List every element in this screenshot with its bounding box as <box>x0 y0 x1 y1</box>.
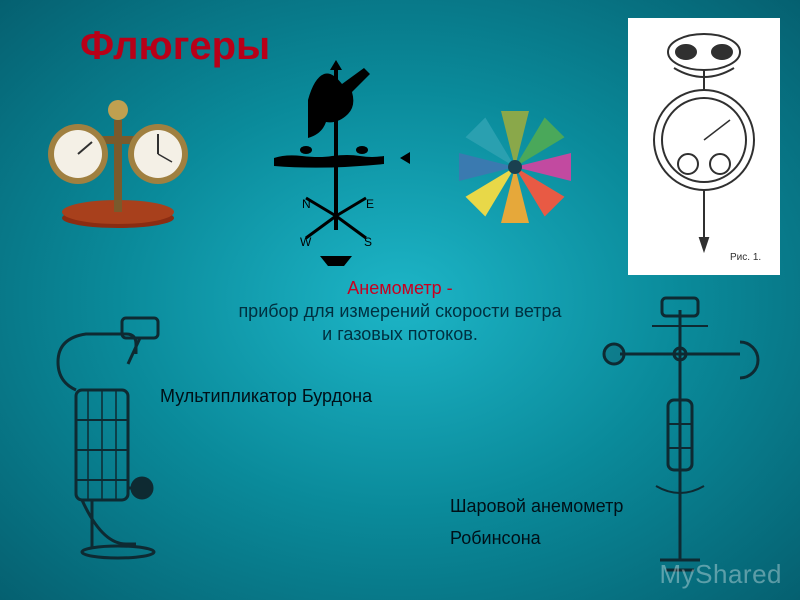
watermark: MyShared <box>660 559 783 590</box>
device-desk-barometer <box>38 80 198 235</box>
anemometer-heading: Анемометр - <box>0 278 800 299</box>
label-bourdon: Мультипликатор Бурдона <box>160 386 372 407</box>
svg-text:S: S <box>364 235 372 249</box>
label-robinson-line1: Шаровой анемометр <box>450 496 623 516</box>
page-title: Флюгеры <box>80 24 270 69</box>
anemometer-description: прибор для измерений скорости ветра и га… <box>0 300 800 347</box>
svg-text:W: W <box>300 235 312 249</box>
device-pinwheel <box>440 92 590 247</box>
figure-caption: Рис. 1. <box>730 252 761 263</box>
anemometer-desc-line1: прибор для измерений скорости ветра <box>238 301 561 321</box>
label-robinson-line2: Робинсона <box>450 528 541 548</box>
anemometer-desc-line2: и газовых потоков. <box>322 324 478 344</box>
label-bourdon-text: Мультипликатор Бурдона <box>160 386 372 406</box>
device-weathervane: N E S W <box>260 60 420 275</box>
svg-text:N: N <box>302 197 311 211</box>
pinwheel-icon <box>440 92 590 242</box>
anemometer-heading-text: Анемометр - <box>347 278 452 298</box>
weathervane-icon: N E S W <box>260 60 420 270</box>
device-handheld-anemometer: Рис. 1. <box>628 18 780 275</box>
title-text: Флюгеры <box>80 24 270 68</box>
svg-text:E: E <box>366 197 374 211</box>
label-robinson: Шаровой анемометр Робинсона <box>450 490 623 555</box>
desk-barometer-icon <box>38 80 198 230</box>
handheld-anemometer-icon: Рис. 1. <box>634 24 774 264</box>
